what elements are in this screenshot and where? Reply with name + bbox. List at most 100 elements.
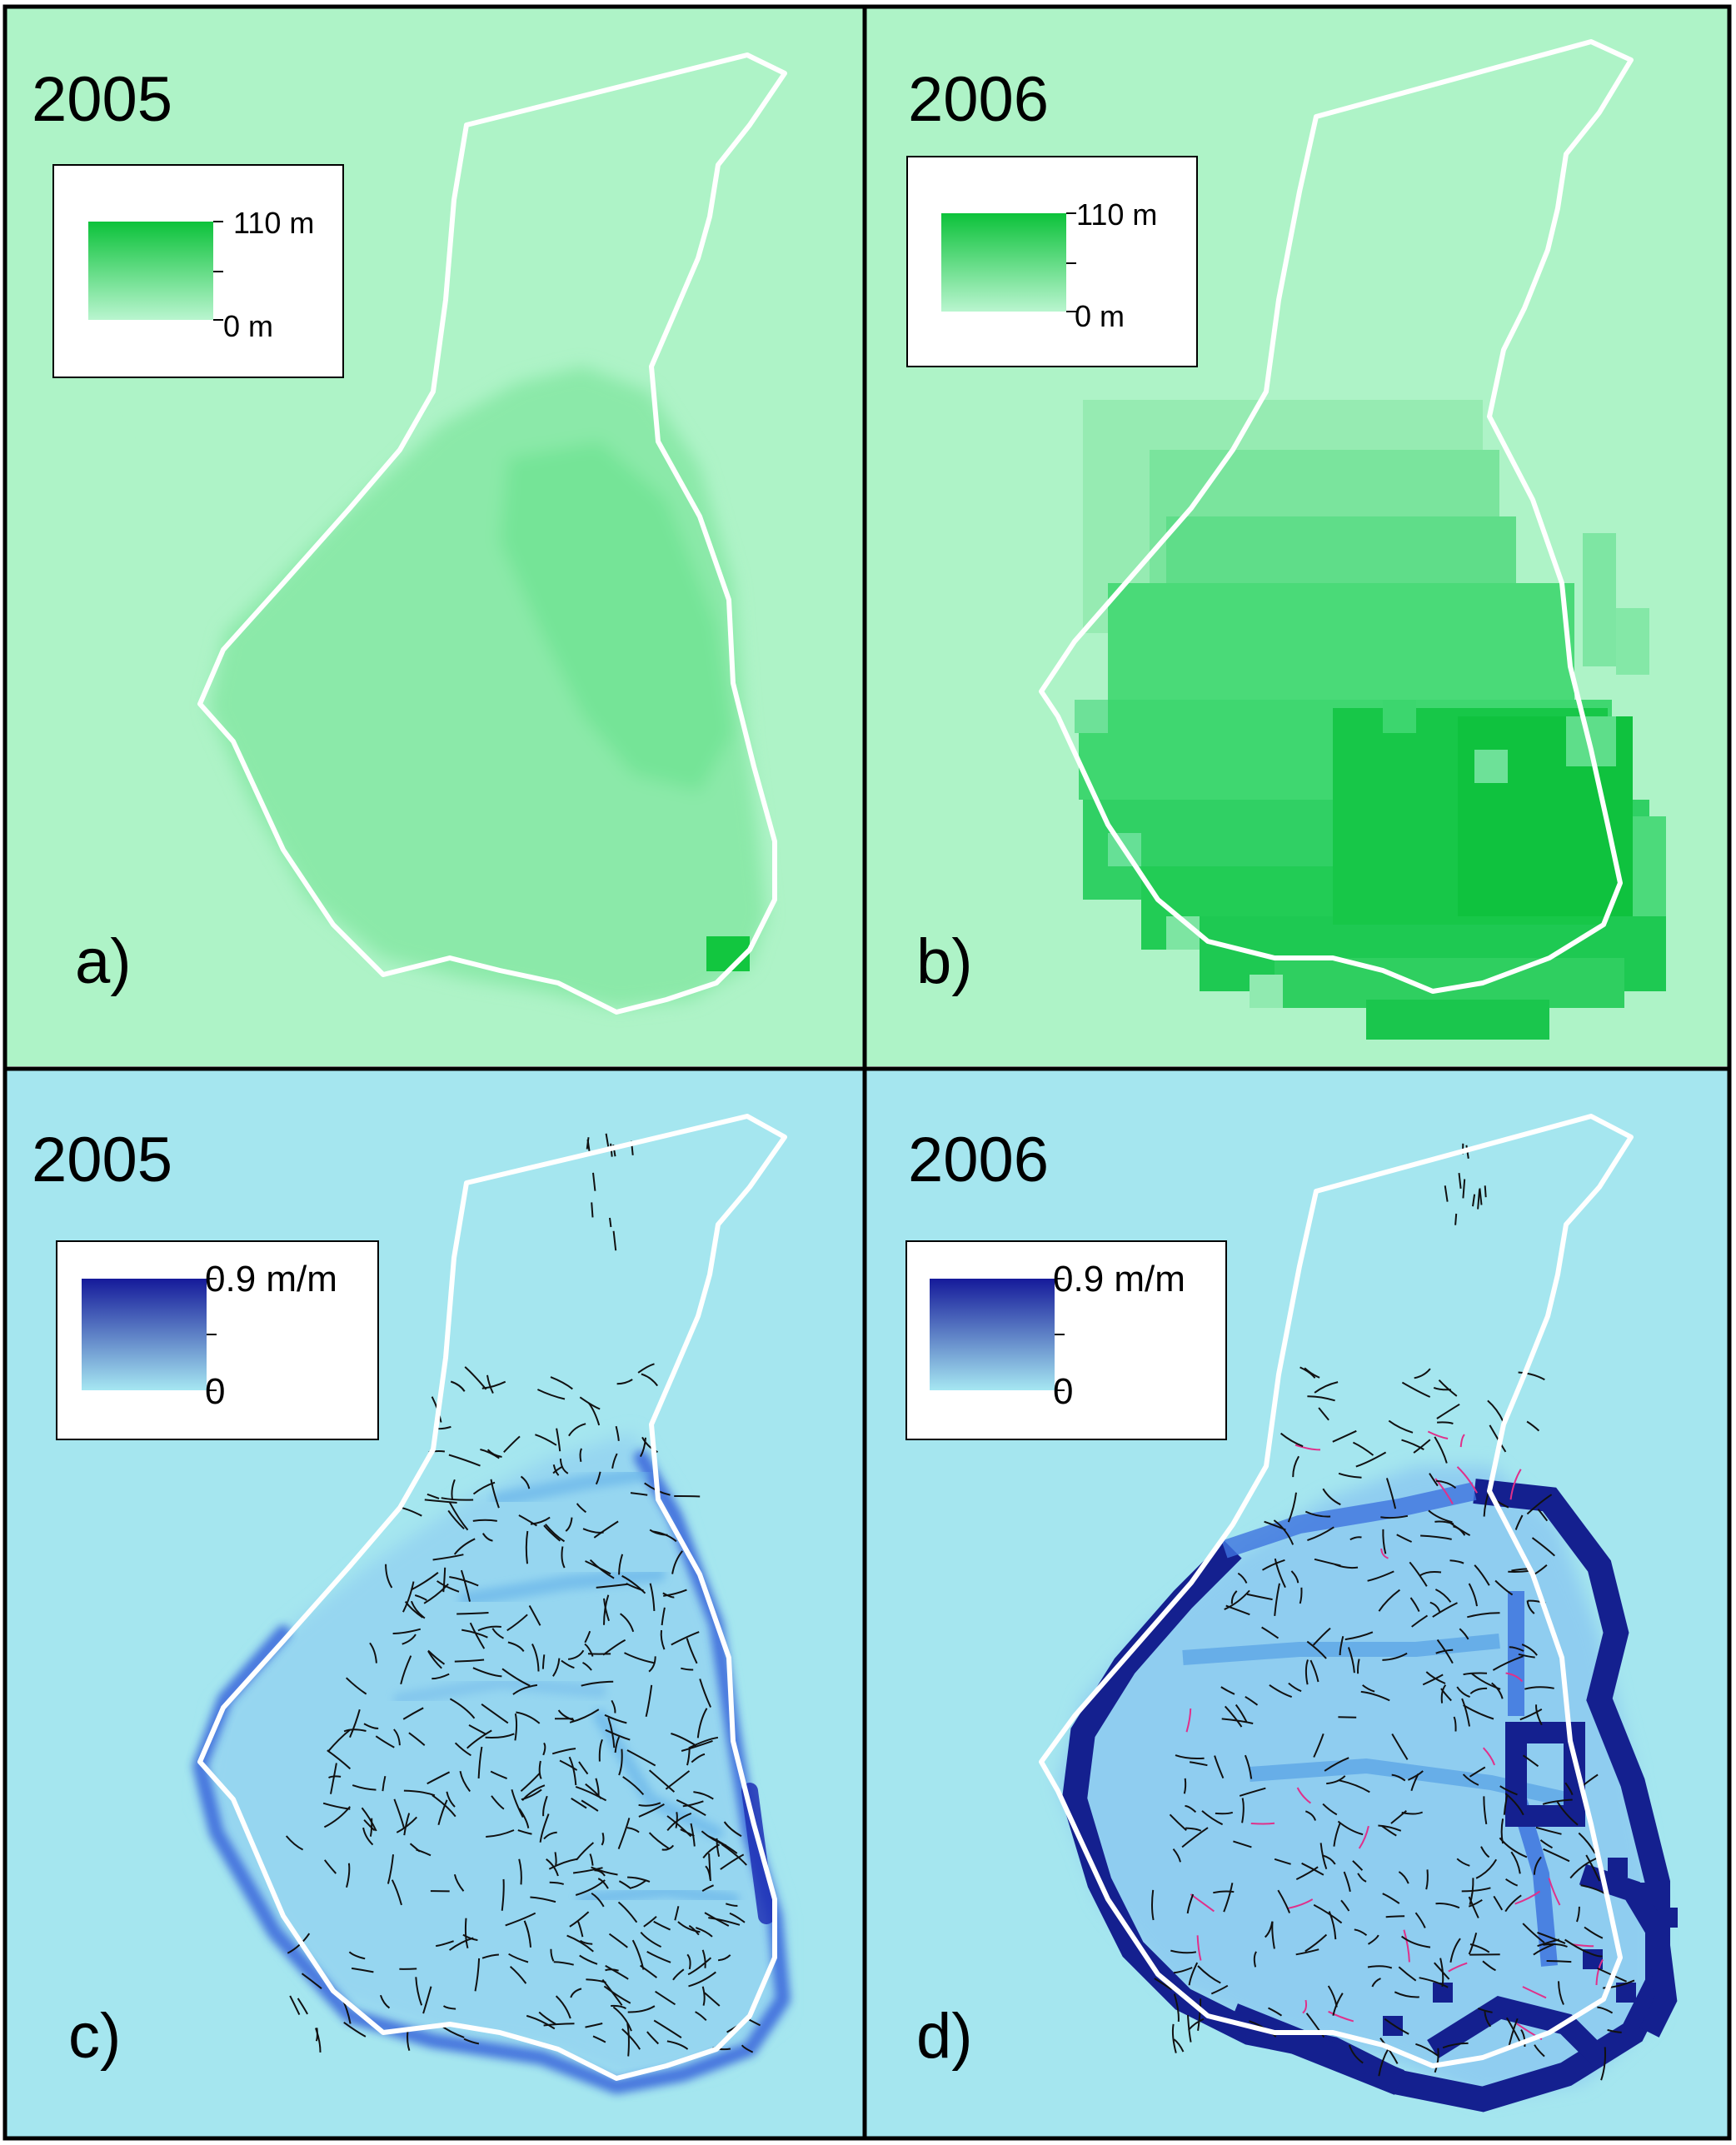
crack-mark bbox=[1309, 1659, 1319, 1683]
crack-mark bbox=[1435, 1649, 1454, 1654]
crack-mark bbox=[1533, 1943, 1554, 1956]
crack-mark bbox=[531, 1644, 540, 1672]
panel-d-legend-max: 0.9 m/m bbox=[1053, 1259, 1185, 1299]
crack-mark bbox=[449, 1698, 476, 1719]
crack-mark bbox=[385, 1564, 393, 1589]
crack-mark bbox=[1419, 1977, 1449, 1988]
crack-mark bbox=[579, 1939, 593, 1945]
crack-mark bbox=[1499, 1837, 1528, 1858]
crack-mark bbox=[1385, 1915, 1405, 1918]
crack-mark bbox=[1448, 1520, 1471, 1536]
crack-mark bbox=[592, 2035, 606, 2043]
crack-mark bbox=[1420, 1534, 1452, 1540]
crack-mark bbox=[289, 1995, 301, 2016]
crack-mark bbox=[1185, 1827, 1202, 1832]
panel-a-raster bbox=[208, 367, 766, 1008]
crack-mark bbox=[412, 1572, 439, 1590]
crack-mark bbox=[646, 1951, 671, 1963]
crack-mark bbox=[1312, 1627, 1331, 1646]
crack-mark bbox=[1542, 1798, 1573, 1805]
crack-mark bbox=[1220, 1686, 1235, 1695]
crack-mark bbox=[1461, 1698, 1470, 1727]
panel-a-year: 2005 bbox=[32, 64, 172, 135]
crack-mark bbox=[690, 1823, 696, 1847]
crack-mark bbox=[1398, 1966, 1417, 1982]
crack-mark bbox=[1504, 1894, 1522, 1913]
crack-mark bbox=[451, 1479, 456, 1501]
crack-mark bbox=[615, 1425, 620, 1441]
crack-mark bbox=[542, 1795, 548, 1817]
crack-mark bbox=[1584, 1926, 1604, 1939]
crack-mark bbox=[677, 1921, 701, 1933]
crack-mark bbox=[592, 1172, 596, 1191]
crack-mark bbox=[1299, 1587, 1303, 1604]
crack-mark bbox=[661, 1607, 666, 1626]
crack-mark bbox=[1381, 1824, 1397, 1837]
crack-mark bbox=[695, 1927, 713, 1938]
crack-mark bbox=[1390, 1810, 1407, 1824]
crack-mark bbox=[597, 1878, 609, 1889]
crack-mark bbox=[1210, 1984, 1229, 1995]
crack-mark bbox=[1362, 1684, 1375, 1693]
panel-c-legend: 0.9 m/m 0 bbox=[56, 1240, 379, 1440]
crack-mark bbox=[630, 1492, 648, 1496]
crack-mark bbox=[505, 1912, 536, 1927]
crack-mark bbox=[665, 1770, 691, 1790]
crack-mark bbox=[464, 1366, 487, 1390]
crack-mark bbox=[624, 1652, 654, 1664]
crack-mark bbox=[1280, 1432, 1304, 1448]
landslide-outlines bbox=[197, 39, 1634, 2081]
crack-mark bbox=[468, 1724, 487, 1735]
crack-mark bbox=[1436, 1403, 1460, 1419]
crack-mark bbox=[621, 2028, 641, 2050]
crack-mark bbox=[449, 1502, 469, 1531]
crack-mark bbox=[568, 1423, 586, 1437]
crack-mark bbox=[1181, 1827, 1209, 1848]
crack-mark bbox=[1394, 1991, 1419, 1998]
new-crack-mark bbox=[1456, 1466, 1478, 1494]
crack-mark bbox=[1433, 1386, 1451, 1391]
crack-mark bbox=[1428, 1509, 1453, 1524]
new-crack-mark bbox=[1448, 1962, 1468, 1973]
crack-mark bbox=[517, 1829, 532, 1835]
panel-d-legend-ramp bbox=[930, 1279, 1055, 1390]
crack-mark bbox=[518, 1808, 530, 1828]
crack-mark bbox=[1435, 1479, 1457, 1489]
crack-mark bbox=[617, 1818, 631, 1849]
crack-mark bbox=[508, 1953, 529, 1963]
crack-mark bbox=[672, 1968, 685, 1981]
crack-mark bbox=[1564, 1938, 1589, 1954]
crack-mark bbox=[509, 1966, 527, 1984]
crack-mark bbox=[1526, 1600, 1535, 1614]
crack-mark bbox=[550, 1948, 555, 1962]
crack-mark bbox=[576, 1503, 587, 1514]
crack-mark bbox=[1274, 1858, 1291, 1865]
crack-mark bbox=[1434, 1962, 1450, 1980]
crack-mark bbox=[1186, 1893, 1195, 1914]
crack-mark bbox=[1304, 1510, 1331, 1518]
crack-mark bbox=[618, 1554, 624, 1575]
crack-mark bbox=[582, 1661, 592, 1671]
crack-mark bbox=[1435, 1902, 1460, 1909]
crack-mark bbox=[1434, 1589, 1452, 1603]
crack-mark bbox=[1503, 1794, 1509, 1815]
crack-mark bbox=[559, 1458, 569, 1474]
crack-mark bbox=[645, 1684, 653, 1718]
crack-mark bbox=[1378, 1589, 1400, 1612]
crack-mark bbox=[501, 1668, 531, 1687]
crack-mark bbox=[1224, 1589, 1250, 1611]
crack-mark bbox=[1546, 1960, 1572, 1963]
crack-mark bbox=[1510, 1851, 1521, 1874]
crack-mark bbox=[566, 1934, 594, 1953]
crack-mark bbox=[1304, 1367, 1320, 1379]
crack-mark bbox=[453, 1873, 465, 1892]
crack-mark bbox=[1188, 1962, 1199, 1986]
crack-mark bbox=[666, 1815, 692, 1838]
crack-mark bbox=[507, 1641, 525, 1653]
crack-mark bbox=[1246, 1593, 1273, 1601]
crack-mark bbox=[1295, 1866, 1319, 1880]
crack-mark bbox=[1492, 1655, 1524, 1671]
crack-mark bbox=[348, 1951, 366, 1960]
crack-mark bbox=[1477, 1189, 1481, 1210]
panel-a-legend-ramp bbox=[88, 222, 213, 320]
